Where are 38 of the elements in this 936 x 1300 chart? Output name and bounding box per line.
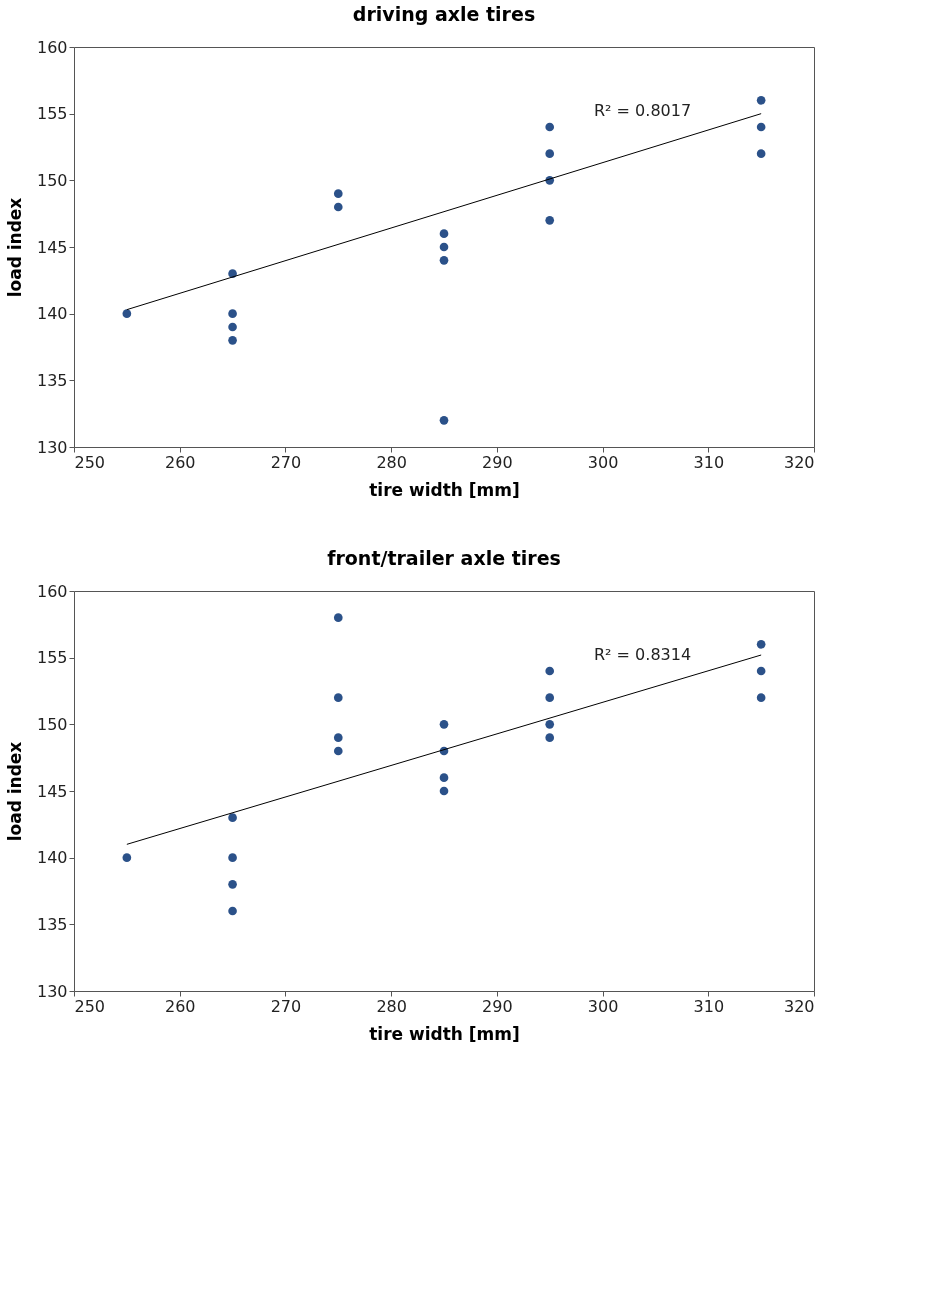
x-tick-label: 280 — [376, 996, 407, 1016]
y-tick-label: 135 — [36, 370, 68, 390]
x-tick-label: 320 — [783, 996, 815, 1016]
x-tick-label: 290 — [482, 996, 513, 1016]
x-tick-label: 250 — [74, 996, 106, 1016]
y-tick-label: 130 — [36, 981, 68, 1001]
y-axis-title: load index — [4, 197, 25, 298]
x-tick-label: 300 — [587, 996, 619, 1016]
y-tick-label: 135 — [36, 914, 68, 934]
y-tick-label: 155 — [36, 104, 68, 124]
x-tick-label: 270 — [270, 996, 302, 1016]
y-tick-label: 145 — [36, 237, 68, 257]
x-tick-label: 260 — [164, 996, 196, 1016]
y-tick-label: 160 — [36, 37, 68, 57]
x-tick-label: 290 — [482, 452, 513, 472]
y-tick-label: 150 — [36, 714, 68, 734]
y-tick-label: 155 — [36, 648, 68, 668]
annotation: R² = 0.8017 — [594, 101, 692, 120]
annotation: R² = 0.8314 — [594, 645, 692, 664]
x-tick-label: 280 — [376, 452, 407, 472]
y-tick-label: 140 — [36, 304, 68, 324]
chart-title: front/trailer axle tires — [327, 547, 561, 569]
x-tick-label: 310 — [693, 452, 725, 472]
y-tick-label: 145 — [36, 781, 68, 801]
y-tick-label: 140 — [36, 848, 68, 868]
y-tick-label: 130 — [36, 437, 68, 457]
x-tick-label: 310 — [693, 996, 725, 1016]
y-axis-title: load index — [4, 741, 25, 842]
x-axis-title: tire width [mm] — [369, 1023, 520, 1044]
x-tick-label: 320 — [783, 452, 815, 472]
chart-title: driving axle tires — [352, 3, 536, 25]
x-tick-label: 250 — [74, 452, 106, 472]
x-tick-label: 300 — [587, 452, 619, 472]
x-tick-label: 260 — [164, 452, 196, 472]
y-tick-label: 160 — [36, 581, 68, 601]
x-axis-title: tire width [mm] — [369, 479, 520, 500]
y-tick-label: 150 — [36, 170, 68, 190]
x-tick-label: 270 — [270, 452, 302, 472]
